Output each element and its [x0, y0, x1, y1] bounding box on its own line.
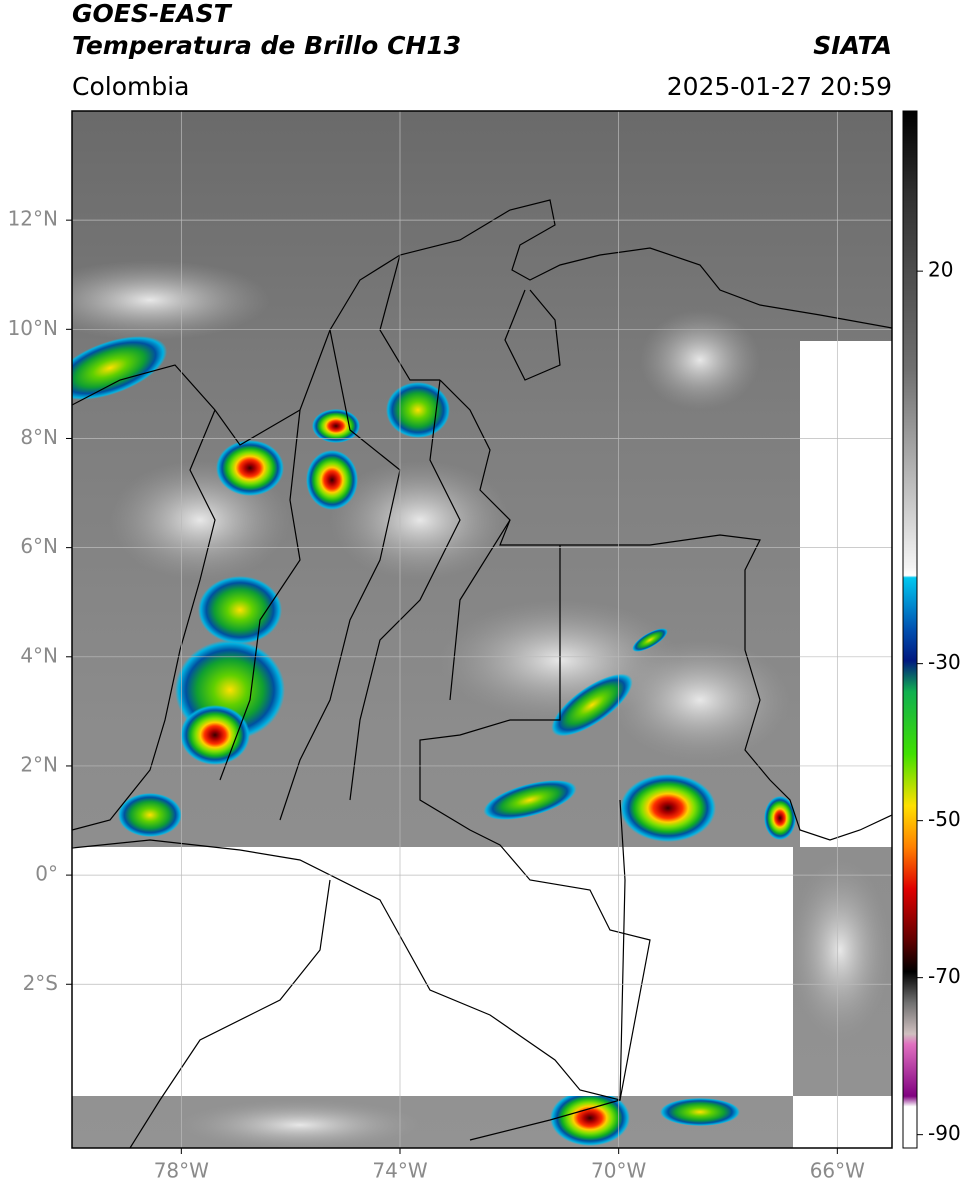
- datetime: 2025-01-27 20:59: [667, 72, 892, 101]
- colorbar-tick-label: 20: [928, 258, 953, 282]
- lat-tick-label: 6°N: [20, 534, 58, 558]
- lat-tick-label: 4°N: [20, 643, 58, 667]
- colorbar-tick-label: -90: [928, 1121, 961, 1145]
- lat-tick-label: 2°N: [20, 752, 58, 776]
- convective-cells: [72, 336, 796, 1146]
- borders: [72, 199, 892, 1148]
- lat-tick-label: 0°: [35, 862, 58, 886]
- lat-tick-label: 12°N: [8, 207, 58, 231]
- colorbar-tick-label: -50: [928, 807, 961, 831]
- lat-tick-label: 8°N: [20, 425, 58, 449]
- lat-tick-label: 2°S: [23, 971, 58, 995]
- lon-tick-label: 74°W: [372, 1159, 427, 1183]
- source: SIATA: [813, 31, 892, 60]
- colorbar: [902, 110, 918, 1149]
- lon-tick-label: 78°W: [154, 1159, 209, 1183]
- lon-tick-label: 66°W: [810, 1159, 865, 1183]
- title: GOES-EAST: [72, 0, 233, 28]
- lat-tick-label: 10°N: [8, 316, 58, 340]
- region: Colombia: [72, 72, 189, 101]
- map-image: [72, 111, 892, 1148]
- lon-tick-label: 70°W: [591, 1159, 646, 1183]
- map-frame: [71, 110, 893, 1149]
- missing-data: [72, 341, 892, 1148]
- subtitle: Temperatura de Brillo CH13: [72, 31, 461, 60]
- clouds: [72, 260, 890, 1148]
- colorbar-tick-label: -70: [928, 964, 961, 988]
- colorbar-tick-label: -30: [928, 650, 961, 674]
- grid: [72, 111, 892, 1148]
